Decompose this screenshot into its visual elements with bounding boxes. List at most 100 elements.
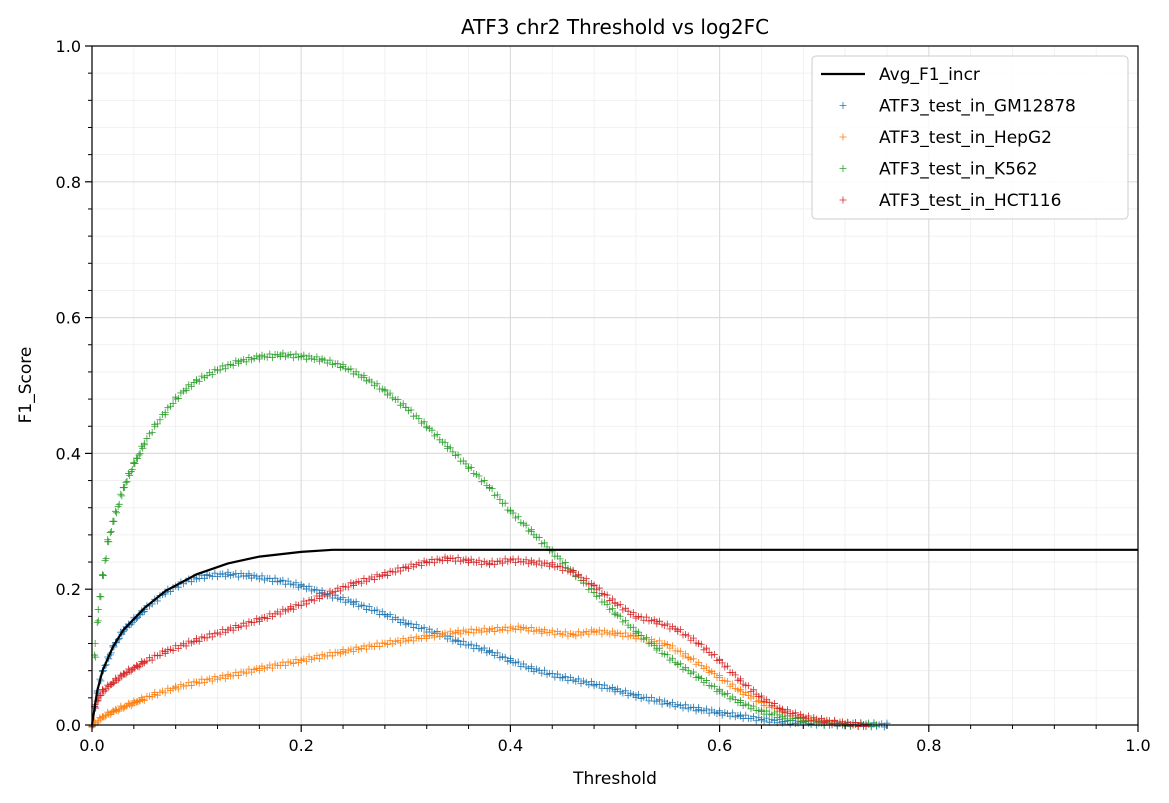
data-point	[488, 485, 496, 493]
data-point	[459, 637, 467, 645]
data-point	[723, 662, 731, 670]
data-point	[603, 601, 611, 609]
data-point	[763, 714, 771, 722]
y-tick-label: 0.6	[56, 309, 81, 328]
data-point	[397, 639, 405, 647]
data-point	[117, 490, 125, 498]
data-point	[710, 682, 718, 690]
data-point	[703, 677, 711, 685]
legend-marker-swatch	[839, 196, 847, 204]
legend-label: ATF3_test_in_HCT116	[879, 191, 1061, 211]
data-point	[161, 411, 169, 419]
data-point	[553, 670, 561, 678]
data-point	[716, 685, 724, 693]
data-point	[527, 663, 535, 671]
data-point	[187, 682, 195, 690]
data-point	[431, 559, 439, 567]
data-point	[100, 572, 108, 580]
data-point	[538, 629, 546, 637]
data-point	[729, 680, 737, 688]
data-point	[629, 609, 637, 617]
x-tick-label: 0.6	[707, 736, 732, 755]
data-point	[710, 669, 718, 677]
data-point	[122, 478, 130, 486]
data-point	[242, 669, 250, 677]
data-point	[120, 483, 128, 491]
data-point	[548, 627, 556, 635]
avg-f1-line	[90, 548, 1138, 726]
data-point	[92, 653, 100, 661]
data-point	[123, 477, 131, 485]
data-point	[279, 349, 287, 357]
data-point	[114, 707, 122, 715]
data-point	[514, 622, 522, 630]
data-point	[818, 714, 826, 722]
data-point	[703, 663, 711, 671]
data-point	[211, 569, 219, 577]
data-point	[221, 675, 229, 683]
data-point	[750, 702, 758, 710]
data-point	[415, 415, 423, 423]
legend-marker-swatch	[839, 102, 847, 109]
data-point	[101, 557, 109, 565]
data-point	[255, 355, 263, 363]
data-point	[94, 606, 102, 614]
data-point	[102, 555, 110, 563]
legend-item: Avg_F1_incr	[821, 65, 980, 85]
data-point	[187, 382, 195, 390]
data-point	[357, 579, 365, 587]
data-point	[737, 685, 745, 693]
data-point	[420, 418, 428, 426]
data-point	[153, 420, 161, 428]
data-point	[475, 556, 483, 564]
data-point	[491, 628, 499, 636]
ticks-layer: 0.0 0.2 0.4 0.6 0.8 1.0 0.0 0.2 0.4 0.6 0.8 1.0	[56, 37, 1151, 755]
data-point	[410, 637, 418, 645]
data-point	[446, 444, 454, 452]
data-point	[684, 632, 692, 640]
data-point	[187, 578, 195, 586]
data-point	[156, 651, 164, 659]
data-point	[462, 460, 470, 468]
data-point	[697, 640, 705, 648]
y-axis-label: F1_Score	[16, 347, 36, 424]
data-point	[771, 709, 779, 717]
data-point	[784, 706, 792, 714]
data-point	[433, 431, 441, 439]
data-point	[635, 690, 643, 698]
data-point	[339, 594, 347, 602]
data-point	[360, 602, 368, 610]
data-point	[669, 654, 677, 662]
data-point	[689, 668, 697, 676]
data-point	[106, 529, 114, 537]
data-point	[93, 618, 101, 626]
data-point	[174, 685, 182, 693]
data-point	[561, 628, 569, 636]
data-point	[161, 689, 169, 697]
data-point	[655, 637, 663, 645]
data-point	[329, 652, 337, 660]
data-point	[514, 658, 522, 666]
data-point	[663, 651, 671, 659]
data-point	[441, 438, 449, 446]
data-point	[118, 492, 126, 500]
data-point	[91, 640, 99, 648]
data-point	[234, 672, 242, 680]
data-point	[96, 592, 104, 600]
data-point	[642, 613, 650, 621]
data-point	[148, 693, 156, 701]
data-point	[182, 386, 190, 394]
data-point	[716, 655, 724, 663]
data-point	[216, 630, 224, 638]
data-point	[97, 691, 105, 699]
data-point	[352, 598, 360, 606]
data-point	[182, 642, 190, 650]
data-point	[744, 701, 752, 709]
data-point	[208, 677, 216, 685]
data-point	[501, 653, 509, 661]
data-point	[114, 676, 122, 684]
data-point	[501, 499, 509, 507]
data-point	[454, 451, 462, 459]
legend-item: ATF3_test_in_HepG2	[839, 128, 1052, 148]
